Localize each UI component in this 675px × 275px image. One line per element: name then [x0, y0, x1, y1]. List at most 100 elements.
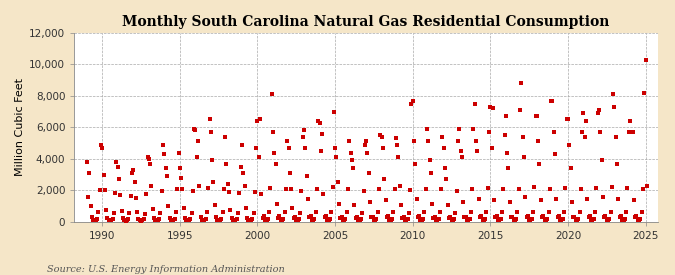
Point [130, 196, 141, 200]
Point [462, 218, 472, 222]
Point [630, 215, 641, 219]
Point [304, 215, 315, 219]
Point [360, 142, 371, 147]
Point [85, 204, 96, 208]
Point [396, 203, 406, 207]
Point [195, 215, 206, 219]
Point [576, 130, 587, 134]
Point [392, 142, 402, 147]
Point [603, 218, 614, 222]
Point [495, 217, 506, 221]
Point [597, 195, 608, 200]
Point [435, 210, 446, 215]
Point [511, 217, 522, 221]
Point [429, 214, 440, 219]
Point [92, 217, 103, 221]
Point [418, 217, 429, 221]
Point [340, 217, 351, 221]
Point [344, 139, 355, 144]
Point [634, 218, 645, 222]
Point [317, 131, 327, 136]
Point [309, 217, 320, 221]
Point [101, 208, 111, 212]
Point [609, 105, 620, 109]
Point [456, 155, 467, 160]
Point [370, 218, 381, 222]
Point [97, 145, 107, 150]
Point [282, 139, 293, 144]
Point [548, 130, 559, 134]
Point [498, 187, 509, 191]
Point [315, 149, 326, 153]
Point [226, 216, 237, 220]
Point [491, 214, 502, 219]
Point [129, 180, 140, 185]
Point [587, 218, 598, 222]
Point [286, 186, 296, 191]
Point [377, 145, 388, 150]
Point [238, 171, 248, 175]
Point [632, 218, 643, 222]
Point [102, 216, 113, 220]
Point [452, 139, 463, 144]
Point [499, 133, 510, 138]
Point [348, 166, 358, 170]
Point [182, 218, 193, 222]
Point [267, 92, 277, 97]
Point [534, 161, 545, 166]
Point [332, 180, 343, 185]
Point [325, 217, 335, 221]
Point [177, 186, 188, 191]
Point [220, 134, 231, 139]
Point [123, 217, 134, 221]
Point [352, 214, 362, 219]
Point [356, 217, 367, 221]
Point [617, 218, 628, 222]
Point [119, 218, 130, 222]
Point [185, 217, 196, 221]
Point [579, 134, 590, 139]
Point [481, 210, 492, 214]
Point [591, 186, 602, 190]
Point [259, 214, 269, 219]
Point [298, 134, 308, 139]
Point [184, 218, 194, 222]
Point [95, 188, 105, 192]
Point [215, 218, 225, 222]
Point [410, 161, 421, 166]
Point [233, 211, 244, 215]
Point [464, 217, 475, 221]
Point [600, 214, 611, 219]
Point [562, 117, 573, 122]
Point [405, 188, 416, 192]
Point [502, 150, 512, 155]
Point [607, 185, 618, 189]
Point [363, 171, 374, 175]
Point [507, 214, 518, 219]
Point [635, 217, 646, 221]
Point [494, 218, 505, 222]
Point [543, 210, 554, 214]
Y-axis label: Million Cubic Feet: Million Cubic Feet [15, 78, 25, 176]
Point [401, 218, 412, 222]
Point [256, 192, 267, 196]
Point [436, 187, 447, 192]
Point [264, 210, 275, 214]
Point [467, 187, 478, 192]
Point [278, 217, 289, 221]
Point [357, 210, 368, 215]
Point [273, 216, 284, 220]
Point [542, 217, 553, 221]
Point [555, 218, 566, 222]
Point [612, 161, 622, 166]
Point [480, 217, 491, 221]
Point [207, 158, 217, 163]
Point [367, 214, 378, 219]
Point [595, 130, 605, 134]
Point [333, 201, 344, 206]
Point [223, 190, 234, 194]
Point [479, 218, 489, 222]
Point [470, 139, 481, 144]
Point [530, 114, 541, 119]
Point [390, 136, 401, 141]
